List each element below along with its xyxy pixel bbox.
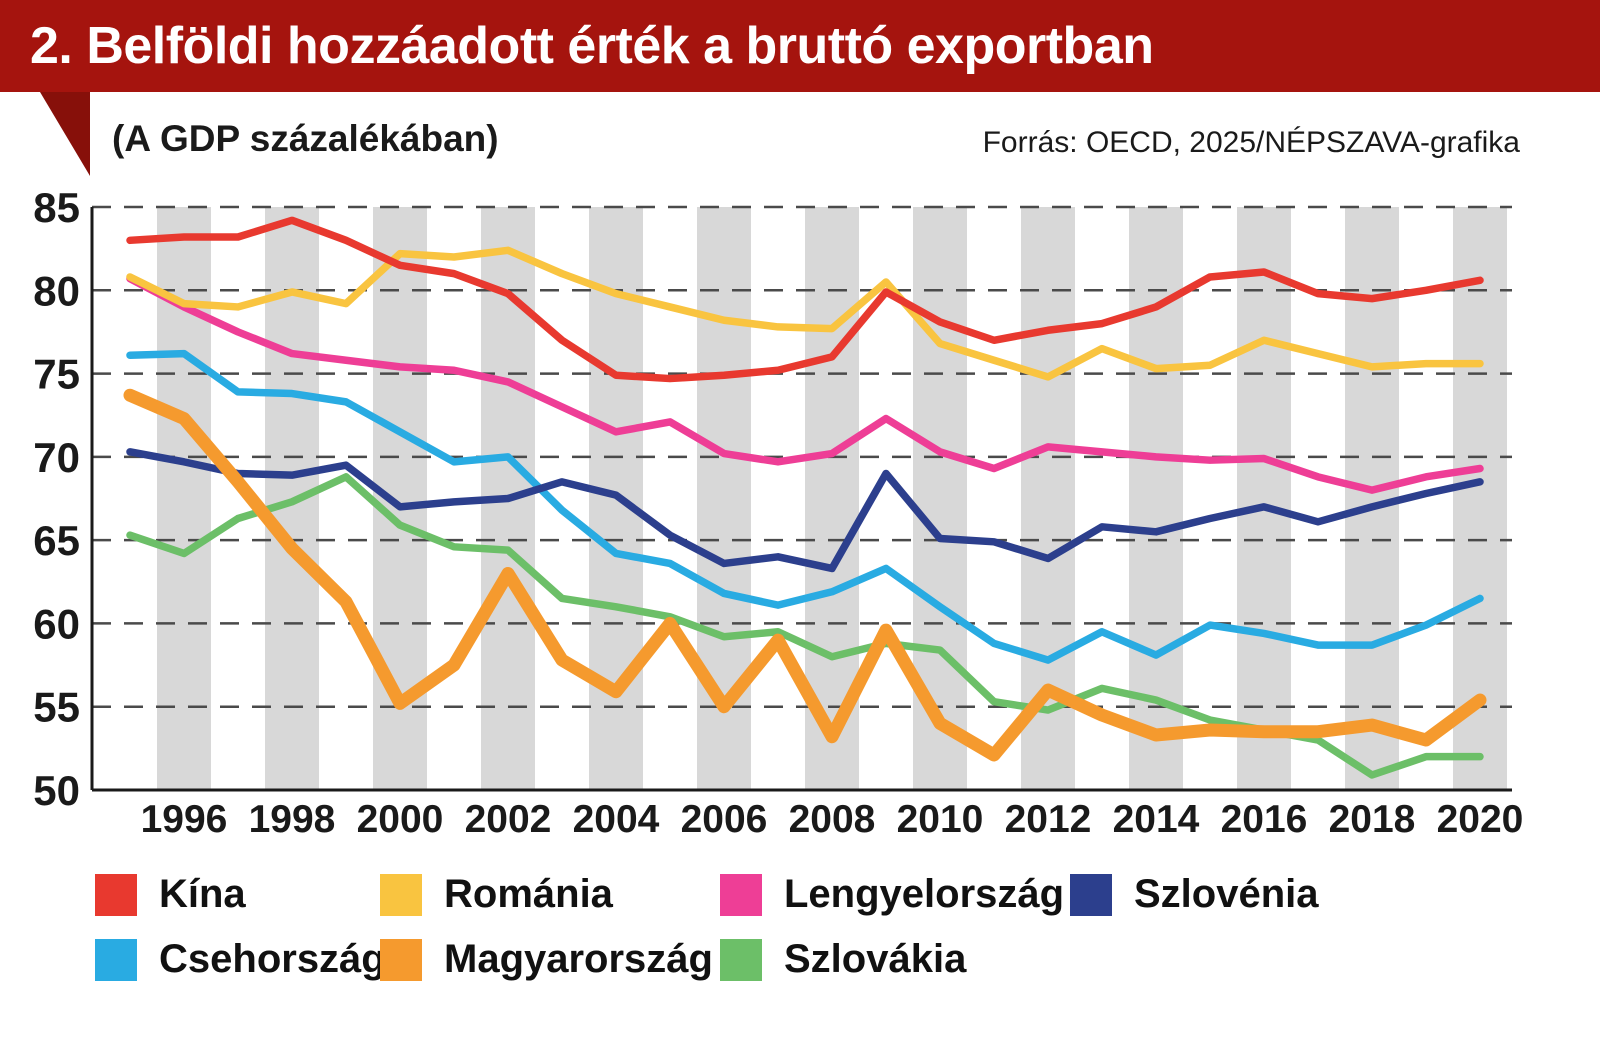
legend-item-szlovakia: Szlovákia	[720, 937, 1070, 982]
legend-item-szlovenia: Szlovénia	[1070, 872, 1560, 917]
y-axis-tick-label: 85	[33, 184, 80, 231]
x-axis-tick-label: 1998	[249, 798, 336, 841]
legend-swatch-szlovakia	[720, 938, 762, 981]
source-credit: Forrás: OECD, 2025/NÉPSZAVA-grafika	[982, 126, 1520, 159]
legend-label-kina: Kína	[159, 872, 246, 916]
y-axis-tick-label: 80	[33, 267, 80, 314]
line-chart: 50 55 60 65 70 75 80 85 1996 1998 2000 2002 2004 2006…	[33, 184, 1524, 841]
legend-item-romania: Románia	[380, 872, 720, 917]
series-line-magyarorszag	[123, 388, 1487, 762]
legend-item-lengyelorszag: Lengyelország	[720, 872, 1070, 917]
series-line-szlovenia	[126, 448, 1484, 573]
legend-swatch-szlovenia	[1070, 873, 1112, 916]
ribbon-fold	[40, 92, 90, 176]
series-line-romania	[126, 246, 1484, 381]
x-axis-tick-label: 2012	[1005, 798, 1092, 841]
y-axis-tick-label: 60	[33, 600, 80, 647]
x-axis-tick-label: 2016	[1221, 798, 1308, 841]
legend: Kína Románia Lengyelország Szlovénia Csehors…	[95, 872, 1560, 982]
x-axis-tick-label: 1996	[141, 798, 228, 841]
y-axis-tick-label: 75	[33, 351, 80, 398]
x-axis-tick-label: 2002	[465, 798, 552, 841]
legend-swatch-csehorszag	[95, 938, 137, 981]
x-axis-tick-label: 2018	[1329, 798, 1416, 841]
legend-item-kina: Kína	[95, 872, 380, 917]
chart-subtitle: (A GDP százalékában)	[112, 118, 499, 159]
x-axis-tick-label: 2010	[897, 798, 984, 841]
legend-item-magyarorszag: Magyarország	[380, 937, 720, 982]
legend-row: Csehország Magyarország Szlovákia	[95, 937, 1560, 982]
legend-label-magyarorszag: Magyarország	[444, 937, 713, 981]
y-axis-tick-label: 70	[33, 434, 80, 481]
x-axis-tick-label: 2014	[1113, 798, 1200, 841]
legend-swatch-lengyelorszag	[720, 873, 762, 916]
title-bar: 2. Belföldi hozzáadott érték a bruttó ex…	[0, 0, 1600, 92]
legend-item-csehorszag: Csehország	[95, 937, 386, 982]
x-axis-tick-label: 2000	[357, 798, 444, 841]
legend-row: Kína Románia Lengyelország Szlovénia	[95, 872, 1560, 917]
y-axis-tick-label: 55	[33, 684, 80, 731]
legend-label-lengyelorszag: Lengyelország	[784, 872, 1065, 916]
legend-label-szlovenia: Szlovénia	[1134, 872, 1319, 916]
series-line-csehorszag	[126, 349, 1484, 664]
x-axis-tick-label: 2006	[681, 798, 768, 841]
legend-swatch-magyarorszag	[380, 938, 422, 981]
series-line-lengyelorszag	[126, 274, 1484, 494]
x-axis-tick-label: 2004	[573, 798, 660, 841]
legend-label-csehorszag: Csehország	[159, 937, 386, 981]
series-line-kina	[126, 216, 1484, 383]
legend-swatch-romania	[380, 873, 422, 916]
chart-title: 2. Belföldi hozzáadott érték a bruttó ex…	[30, 17, 1154, 75]
x-axis-tick-label: 2020	[1437, 798, 1524, 841]
y-axis-tick-label: 65	[33, 517, 80, 564]
legend-label-szlovakia: Szlovákia	[784, 937, 967, 981]
y-axis-tick-label: 50	[33, 767, 80, 814]
legend-label-romania: Románia	[444, 872, 613, 916]
x-axis-tick-label: 2008	[789, 798, 876, 841]
legend-swatch-kina	[95, 873, 137, 916]
